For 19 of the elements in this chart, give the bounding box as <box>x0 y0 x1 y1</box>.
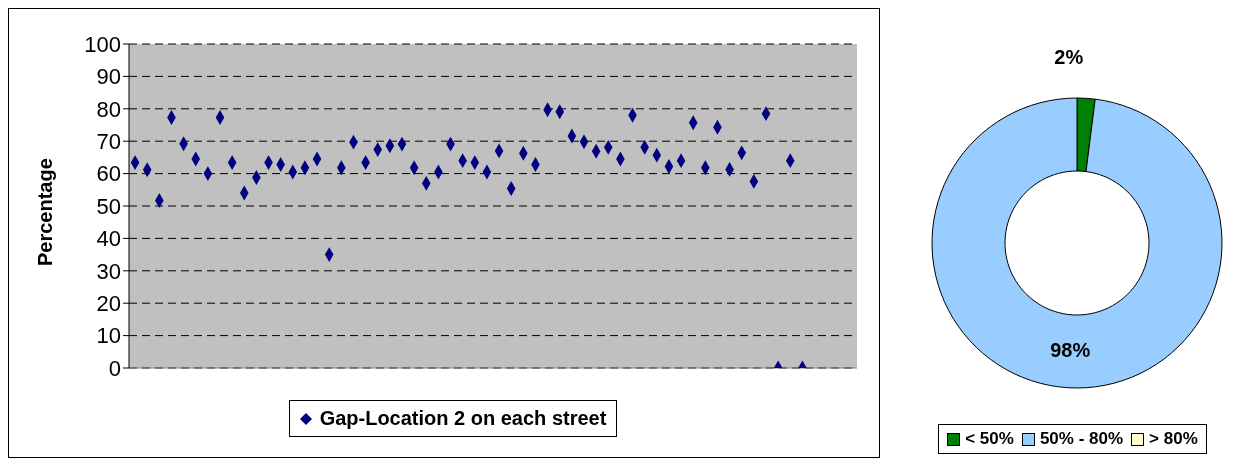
y-tick-label: 90 <box>96 64 121 90</box>
y-tick-label: 20 <box>96 291 121 317</box>
y-tick-label: 70 <box>96 129 121 155</box>
y-tick-label: 100 <box>84 31 121 57</box>
y-tick-label: 30 <box>96 258 121 284</box>
legend-label: < 50% <box>965 429 1014 449</box>
donut-slice <box>931 97 1223 389</box>
y-tick-label: 80 <box>96 96 121 122</box>
y-tick-label: 40 <box>96 226 121 252</box>
legend-label: 50% - 80% <box>1039 429 1124 449</box>
legend-label: > 80% <box>1149 429 1198 449</box>
y-tick-label: 10 <box>96 323 121 349</box>
data-label: 2% <box>1054 45 1084 68</box>
y-axis-title: Percentage <box>34 158 57 266</box>
data-label: 98% <box>1050 338 1091 361</box>
y-tick-label: 50 <box>96 193 121 219</box>
y-tick-label: 0 <box>108 355 121 381</box>
legend-label: Gap-Location 2 on each street <box>319 407 607 430</box>
y-tick-label: 60 <box>96 161 121 187</box>
